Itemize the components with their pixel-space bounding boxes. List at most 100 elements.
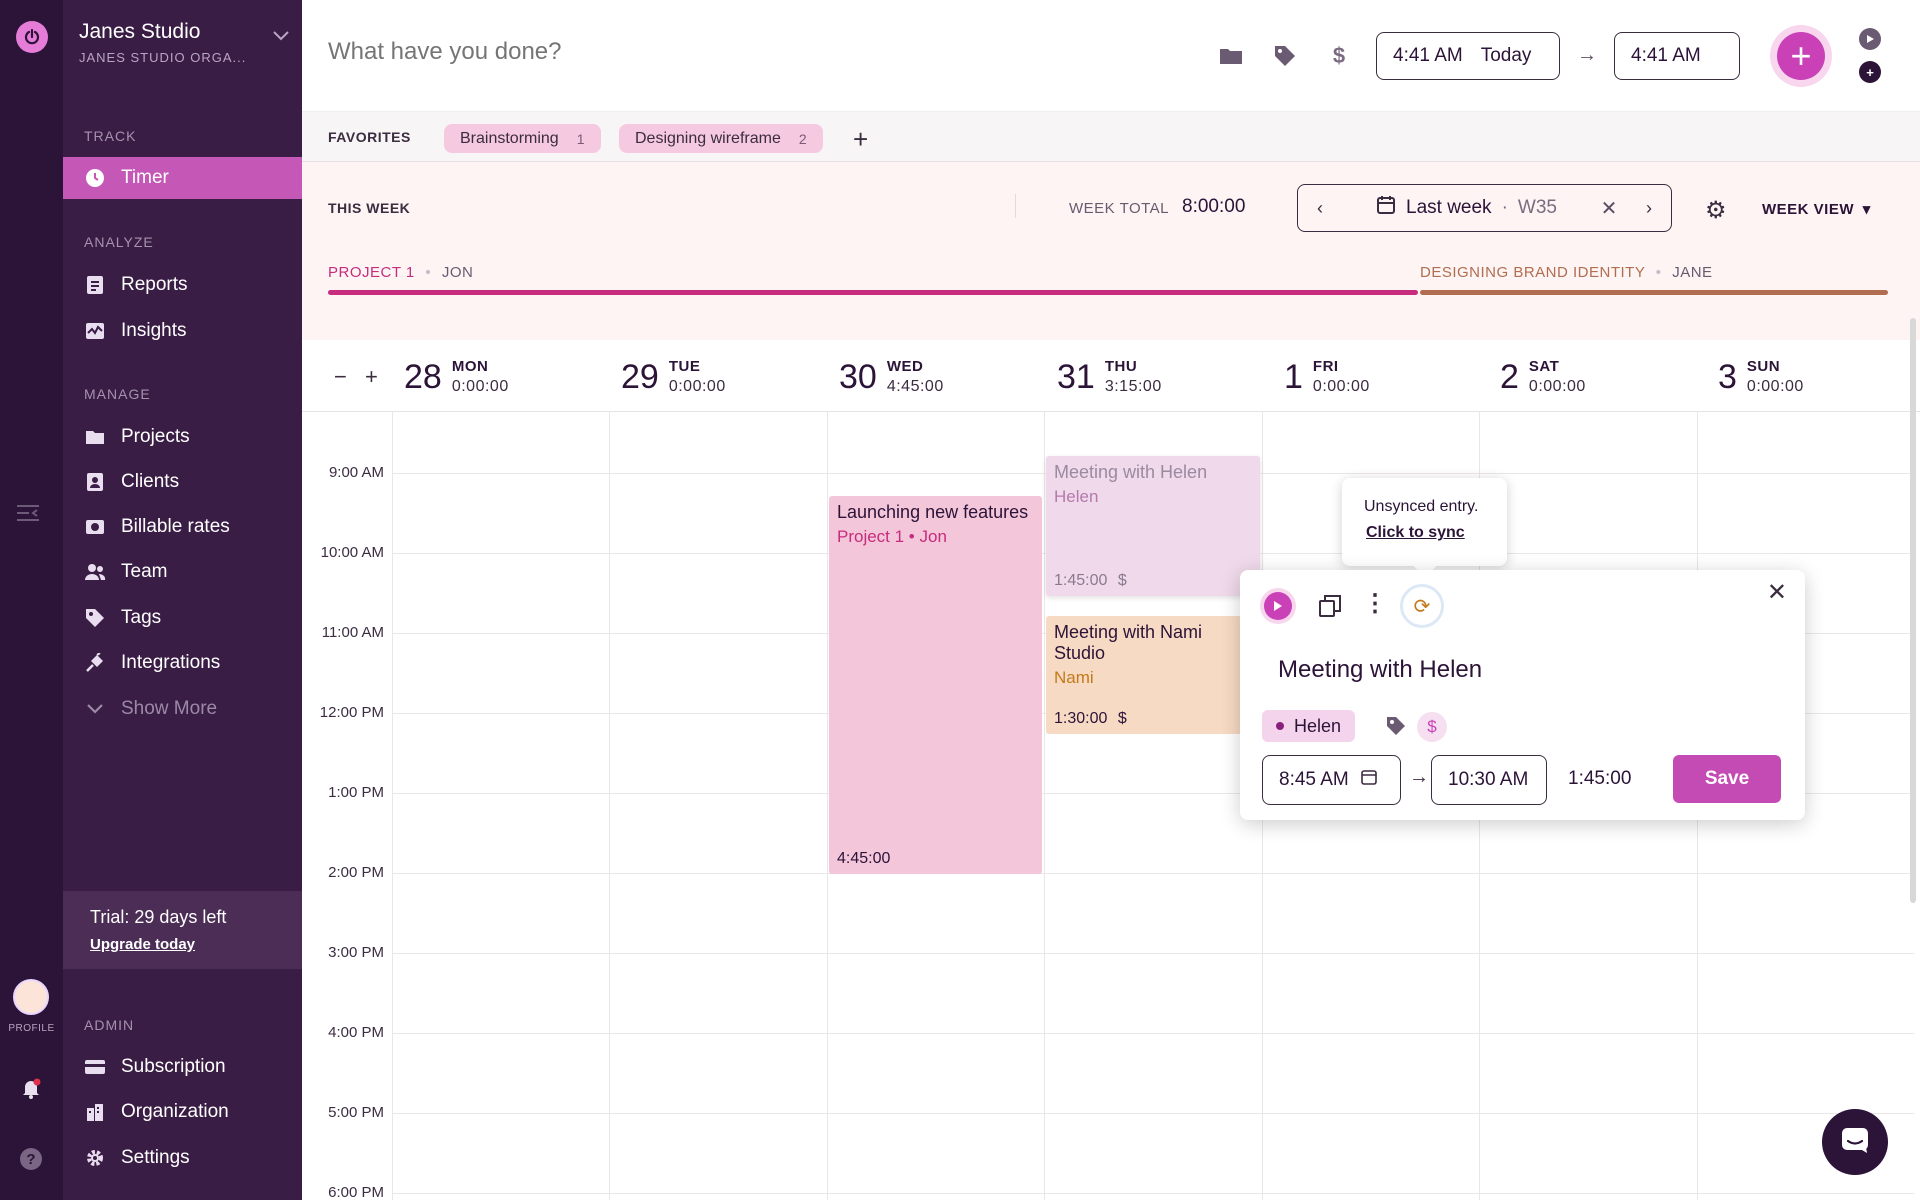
billable-toggle[interactable]: $ xyxy=(1417,712,1447,742)
hour-line xyxy=(392,953,1914,954)
dollar-icon[interactable]: $ xyxy=(1332,43,1346,68)
chevron-right-icon[interactable]: › xyxy=(1646,197,1652,218)
save-button[interactable]: Save xyxy=(1673,755,1781,803)
card-icon xyxy=(84,1056,106,1078)
entry-start-field[interactable]: 8:45 AM xyxy=(1262,755,1401,805)
hour-line xyxy=(392,1193,1914,1194)
day-header: 1 FRI 0:00:00 xyxy=(1284,354,1370,396)
sidebar-item-label: Subscription xyxy=(121,1056,226,1077)
chevron-down-icon xyxy=(84,698,106,720)
time-entry[interactable]: Meeting with Nami Studio Nami 1:30:00 $ xyxy=(1046,616,1242,734)
collapse-sidebar-icon[interactable] xyxy=(15,502,43,524)
sync-icon[interactable]: ⟳ xyxy=(1400,584,1444,628)
sidebar-item-label: Billable rates xyxy=(121,516,230,537)
sidebar: Janes Studio JANES STUDIO ORGA... TRACK … xyxy=(63,0,302,1200)
client-icon xyxy=(84,471,106,493)
week-range[interactable]: Last week · W35 xyxy=(1342,195,1591,221)
sidebar-item-show-more[interactable]: Show More xyxy=(63,688,302,730)
add-favorite-button[interactable]: + xyxy=(853,124,869,154)
sidebar-item-clients[interactable]: Clients xyxy=(63,461,302,503)
entry-client: Helen xyxy=(1054,487,1099,506)
avatar[interactable] xyxy=(13,979,49,1015)
sidebar-item-integrations[interactable]: Integrations xyxy=(63,642,302,684)
zoom-out-button[interactable]: − xyxy=(334,364,347,389)
bullet: • xyxy=(425,264,432,281)
sidebar-item-team[interactable]: Team xyxy=(63,551,302,593)
profile-label: PROFILE xyxy=(8,1023,55,1034)
calendar-icon[interactable] xyxy=(1360,769,1377,791)
start-time-field[interactable]: 4:41 AM Today xyxy=(1376,32,1560,80)
sidebar-item-label: Tags xyxy=(121,607,162,628)
day-name: WED xyxy=(886,358,924,375)
entry-end-time: 10:30 AM xyxy=(1448,769,1529,790)
tag-icon[interactable] xyxy=(1272,43,1298,69)
trial-text: Trial: 29 days left xyxy=(90,907,227,927)
view-select[interactable]: WEEK VIEW ▾ xyxy=(1762,200,1871,218)
week-header: THIS WEEK WEEK TOTAL 8:00:00 ‹ Last week… xyxy=(302,162,1920,340)
tag-icon[interactable] xyxy=(1386,716,1406,736)
dollar-icon: $ xyxy=(1117,572,1127,589)
help-icon[interactable]: ? xyxy=(20,1148,42,1170)
hour-label: 5:00 PM xyxy=(328,1104,384,1121)
tag-icon xyxy=(84,607,106,629)
duplicate-icon[interactable] xyxy=(1318,594,1342,618)
more-options-icon[interactable]: ⋮ xyxy=(1363,590,1387,617)
dollar-icon: $ xyxy=(1117,710,1127,727)
sync-link[interactable]: Click to sync xyxy=(1366,524,1465,541)
column-divider xyxy=(609,412,610,1200)
play-mode-icon[interactable] xyxy=(1859,28,1881,50)
scrollbar[interactable] xyxy=(1910,318,1916,903)
entry-duration: 1:45:00 $ xyxy=(1054,572,1127,590)
gear-icon[interactable]: ⚙ xyxy=(1705,197,1727,224)
sidebar-item-organization[interactable]: Organization xyxy=(63,1091,302,1133)
time-entry[interactable]: Launching new features Project 1 • Jon 4… xyxy=(829,496,1042,874)
sidebar-item-billable-rates[interactable]: Billable rates xyxy=(63,506,302,548)
day-header-row: − + 28 MON 0:00:00 29 TUE 0:00:00 30 WED 4:… xyxy=(302,340,1920,412)
this-week-label: THIS WEEK xyxy=(328,200,411,216)
manual-mode-icon[interactable]: + xyxy=(1859,61,1881,83)
section-manage: MANAGE xyxy=(84,386,151,402)
bell-icon[interactable] xyxy=(20,1077,42,1099)
entry-duration[interactable]: 1:45:00 xyxy=(1568,768,1632,789)
day-header: 2 SAT 0:00:00 xyxy=(1500,354,1586,396)
time-entry[interactable]: Meeting with Helen Helen 1:45:00 $ xyxy=(1046,456,1260,596)
add-entry-button[interactable]: + xyxy=(1770,25,1832,87)
sidebar-item-insights[interactable]: Insights xyxy=(63,310,302,352)
org-name: Janes Studio xyxy=(79,20,201,43)
week-range-label: Last week xyxy=(1406,197,1492,218)
close-icon[interactable]: ✕ xyxy=(1600,197,1618,220)
favorite-count: 1 xyxy=(576,130,585,147)
favorite-chip[interactable]: Designing wireframe 2 xyxy=(619,124,823,153)
sidebar-item-subscription[interactable]: Subscription xyxy=(63,1046,302,1088)
client-chip[interactable]: Helen xyxy=(1262,710,1356,742)
folder-icon[interactable] xyxy=(1218,43,1244,69)
section-track: TRACK xyxy=(84,128,137,144)
day-name: MON xyxy=(451,358,489,375)
zoom-in-button[interactable]: + xyxy=(364,364,378,389)
continue-button[interactable] xyxy=(1260,588,1296,624)
sidebar-item-settings[interactable]: Settings xyxy=(63,1137,302,1179)
sidebar-item-tags[interactable]: Tags xyxy=(63,597,302,639)
building-icon xyxy=(84,1101,106,1123)
sidebar-item-timer[interactable]: Timer xyxy=(63,157,302,199)
sidebar-item-projects[interactable]: Projects xyxy=(63,416,302,458)
popup-entry-title[interactable]: Meeting with Helen xyxy=(1278,656,1483,683)
icon-rail: PROFILE ? xyxy=(0,0,63,1200)
org-switcher[interactable]: Janes Studio JANES STUDIO ORGA... xyxy=(79,20,289,65)
close-icon[interactable]: ✕ xyxy=(1766,579,1787,606)
arrow-right-icon: → xyxy=(1577,44,1597,66)
description-input[interactable] xyxy=(328,38,928,66)
chevron-left-icon[interactable]: ‹ xyxy=(1317,197,1323,218)
favorite-chip[interactable]: Brainstorming 1 xyxy=(444,124,601,153)
day-header: 31 THU 3:15:00 xyxy=(1057,354,1162,396)
upgrade-link[interactable]: Upgrade today xyxy=(90,936,196,953)
section-admin: ADMIN xyxy=(84,1017,135,1033)
hour-label: 3:00 PM xyxy=(328,944,384,961)
sidebar-item-reports[interactable]: Reports xyxy=(63,264,302,306)
entry-end-field[interactable]: 10:30 AM xyxy=(1431,755,1547,805)
power-icon[interactable] xyxy=(16,21,48,53)
day-header: 30 WED 4:45:00 xyxy=(839,354,944,396)
day-duration: 0:00:00 xyxy=(1528,378,1586,395)
end-time-field[interactable]: 4:41 AM xyxy=(1614,32,1740,80)
chat-support-button[interactable] xyxy=(1822,1109,1888,1175)
